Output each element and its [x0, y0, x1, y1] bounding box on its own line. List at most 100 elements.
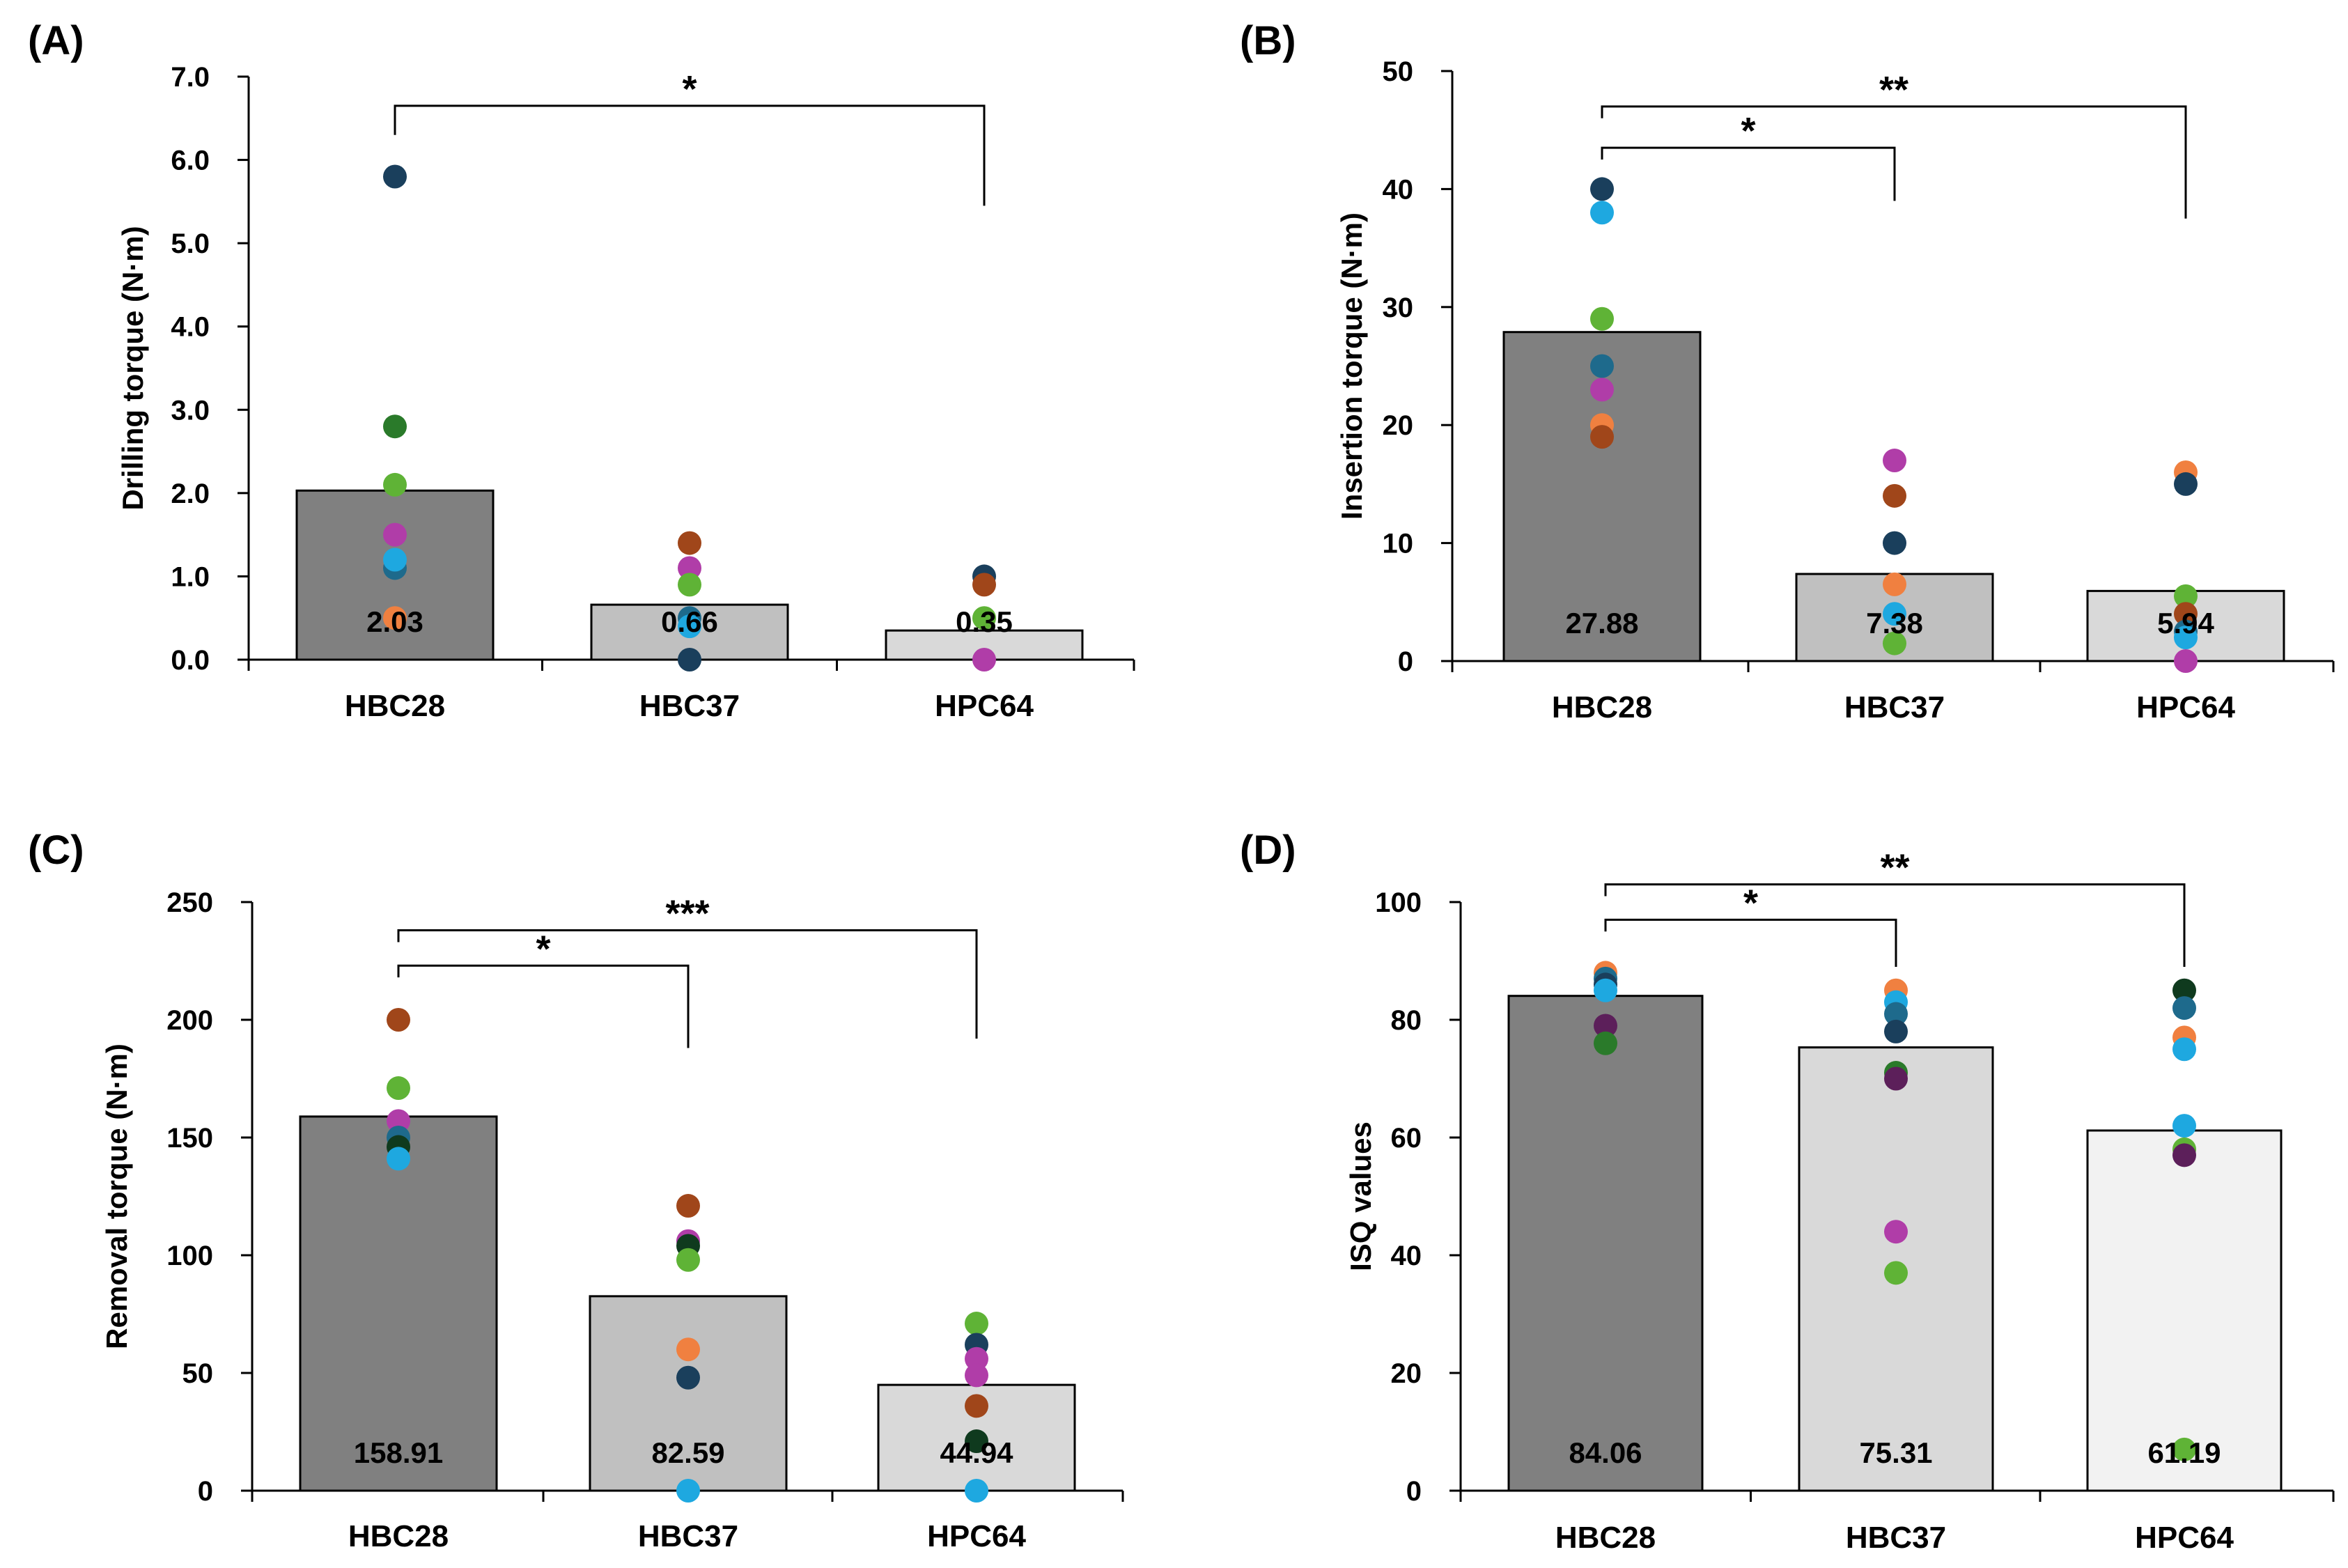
significance-bracket: [394, 104, 986, 206]
data-point: [678, 531, 701, 555]
data-point: [1884, 1261, 1908, 1285]
significance-bracket: [397, 964, 690, 1048]
y-tick-label: 0: [1398, 646, 1413, 677]
data-point: [2174, 602, 2198, 626]
x-category-label: HBC37: [638, 1519, 738, 1553]
data-point: [1590, 201, 1614, 225]
x-category-label: HBC28: [1555, 1521, 1656, 1555]
data-point: [1884, 1220, 1908, 1244]
y-tick-label: 6.0: [171, 146, 210, 176]
y-tick-label: 0.0: [171, 645, 210, 676]
data-point: [972, 573, 996, 597]
significance-label: *: [536, 928, 550, 970]
bar-value-label: 0.66: [661, 605, 718, 638]
data-point: [1883, 631, 1906, 655]
y-tick-label: 20: [1391, 1358, 1422, 1389]
data-point: [1590, 378, 1614, 402]
bar-value-label: 7.38: [1866, 607, 1923, 639]
data-point: [965, 1363, 988, 1388]
data-point: [965, 1346, 988, 1371]
bar-hbc28: [299, 1115, 498, 1492]
data-point: [2174, 472, 2198, 496]
panel-label: (A): [28, 18, 84, 63]
data-point: [387, 1008, 410, 1032]
y-tick-label: 7.0: [171, 62, 210, 93]
x-category-label: HPC64: [2136, 690, 2235, 724]
data-point: [383, 472, 407, 497]
y-tick-label: 40: [1391, 1241, 1422, 1271]
bar-value-label: 61.19: [2147, 1436, 2221, 1469]
data-point: [1883, 449, 1906, 473]
y-axis-title: Insertion torque (N·m): [1335, 212, 1368, 520]
data-point: [676, 1479, 700, 1503]
data-point: [2174, 584, 2198, 608]
bar-value-label: 158.91: [354, 1436, 443, 1469]
data-point: [965, 1429, 988, 1454]
y-tick-label: 20: [1383, 410, 1414, 441]
x-category-label: HPC64: [927, 1519, 1026, 1553]
y-tick-label: 5.0: [171, 228, 210, 259]
y-tick-label: 200: [166, 1005, 213, 1036]
data-point: [676, 1337, 700, 1362]
significance-bracket: [1601, 146, 1896, 201]
data-point: [965, 1479, 988, 1503]
y-axis-title: ISQ values: [1344, 1121, 1377, 1271]
y-tick-label: 10: [1383, 529, 1414, 559]
bar-value-label: 0.35: [956, 605, 1013, 638]
significance-bracket: [1604, 883, 2186, 967]
y-tick-label: 1.0: [171, 561, 210, 592]
y-tick-label: 4.0: [171, 312, 210, 343]
x-category-label: HBC37: [1846, 1521, 1946, 1555]
x-category-label: HPC64: [935, 689, 1034, 723]
data-point: [676, 1248, 700, 1272]
data-point: [2172, 1143, 2196, 1167]
data-point: [972, 648, 996, 672]
bar-value-label: 84.06: [1569, 1436, 1642, 1469]
data-point: [2172, 978, 2196, 1002]
bar-value-label: 82.59: [651, 1436, 724, 1469]
data-point: [1883, 572, 1906, 596]
data-point: [383, 606, 407, 630]
x-category-label: HBC28: [1552, 690, 1652, 724]
data-point: [676, 1194, 700, 1218]
data-point: [676, 1365, 700, 1390]
data-point: [383, 414, 407, 439]
data-point: [972, 606, 996, 630]
x-category-label: HBC37: [1844, 690, 1945, 724]
bar-value-label: 5.94: [2157, 607, 2214, 639]
data-point: [678, 556, 701, 580]
x-category-label: HPC64: [2135, 1521, 2234, 1555]
y-tick-label: 0: [198, 1476, 213, 1507]
data-point: [678, 614, 701, 639]
bar-value-label: 2.03: [366, 605, 423, 638]
data-point: [2172, 1114, 2196, 1138]
data-point: [1590, 425, 1614, 449]
data-point: [1590, 306, 1614, 331]
data-point: [2174, 649, 2198, 673]
significance-label: **: [1880, 847, 1909, 889]
data-point: [965, 1394, 988, 1418]
panel-d: (D) 0 20 40 60 80 100 HBC28 HBC37 HPC64 ISQ values…: [1240, 828, 2335, 1555]
data-point: [1590, 354, 1614, 378]
panel-a: (A) 0.0 1.0 2.0 3.0 4.0 5.0 6.0 7.0 HBC28 HBC37 HPC…: [28, 18, 1135, 723]
significance-bracket: [1604, 918, 1897, 967]
y-axis-title: Removal torque (N·m): [100, 1043, 133, 1349]
data-point: [387, 1076, 410, 1101]
data-point: [1883, 531, 1906, 555]
data-point: [387, 1109, 410, 1133]
y-tick-label: 100: [1375, 887, 1422, 918]
significance-bracket: [397, 929, 978, 1039]
bar-value-label: 44.94: [940, 1436, 1013, 1469]
y-tick-label: 0: [1406, 1476, 1422, 1507]
x-category-label: HBC28: [348, 1519, 449, 1553]
data-point: [2172, 1437, 2196, 1461]
data-point: [1884, 1019, 1908, 1043]
data-point: [1594, 1014, 1617, 1038]
data-point: [383, 522, 407, 547]
y-tick-label: 50: [182, 1358, 214, 1389]
y-tick-label: 60: [1391, 1123, 1422, 1154]
data-point: [678, 648, 701, 672]
panel-b: (B) 0 10 20 30 40 50 HBC28 HBC37 HPC64 Insertion t…: [1240, 18, 2335, 724]
x-category-label: HBC28: [345, 689, 445, 723]
significance-label: *: [1743, 882, 1758, 924]
